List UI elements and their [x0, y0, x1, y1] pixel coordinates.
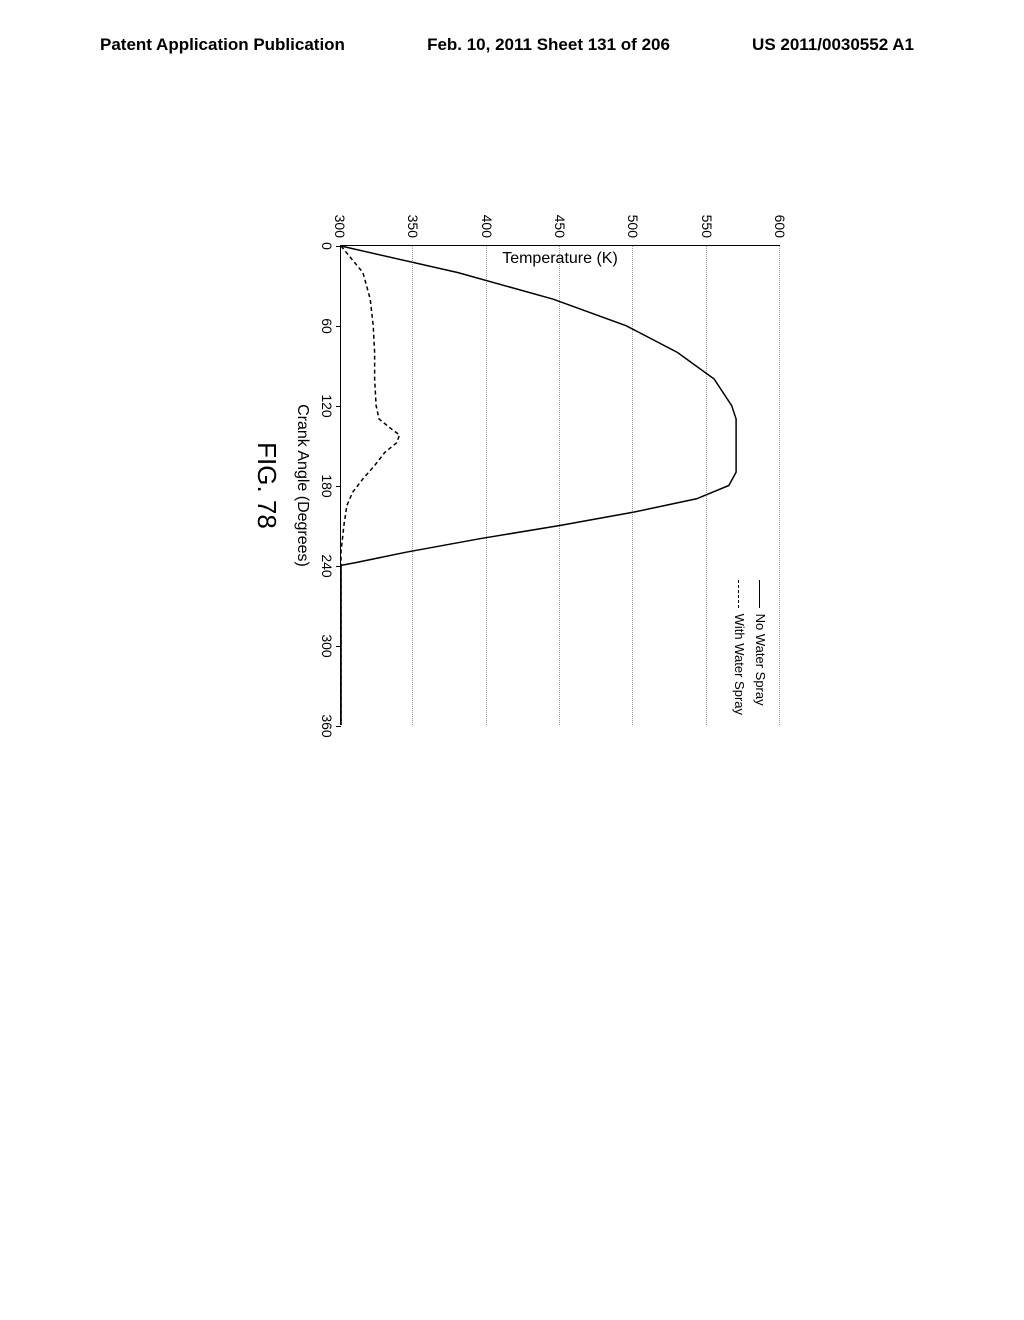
y-tick-label: 550: [699, 215, 715, 238]
x-tick-label: 60: [319, 318, 335, 334]
figure-label: FIG. 78: [251, 442, 282, 529]
x-tick-label: 240: [319, 554, 335, 577]
y-tick-label: 300: [332, 215, 348, 238]
x-axis-label: Crank Angle (Degrees): [293, 404, 311, 567]
y-tick-label: 350: [405, 215, 421, 238]
x-tick-label: 300: [319, 634, 335, 657]
legend-line-dashed-icon: [738, 580, 739, 608]
legend-label-dashed: With Water Spray: [728, 614, 749, 715]
x-tick-mark: [336, 726, 341, 727]
y-tick-label: 600: [772, 215, 788, 238]
legend-item-dashed: With Water Spray: [728, 580, 749, 715]
chart-legend: No Water Spray With Water Spray: [728, 580, 770, 715]
chart-curves: [341, 246, 780, 725]
y-axis-label: Temperature (K): [503, 250, 619, 268]
legend-label-solid: No Water Spray: [749, 614, 770, 706]
header-middle: Feb. 10, 2011 Sheet 131 of 206: [427, 35, 670, 55]
no-water-spray-curve: [341, 246, 736, 725]
y-tick-label: 500: [625, 215, 641, 238]
legend-item-solid: No Water Spray: [749, 580, 770, 715]
with-water-spray-curve: [341, 246, 400, 725]
x-tick-label: 0: [319, 242, 335, 250]
legend-line-solid-icon: [759, 580, 760, 608]
x-tick-label: 180: [319, 474, 335, 497]
chart-area: 300 350 400 450 500 550 600 0 60 120 180 240 300 360…: [240, 190, 800, 750]
x-tick-label: 360: [319, 714, 335, 737]
y-tick-label: 400: [479, 215, 495, 238]
header-right: US 2011/0030552 A1: [752, 35, 914, 55]
plot-area: 300350400450500550600 060120180240300360…: [340, 245, 780, 725]
patent-header: Patent Application Publication Feb. 10, …: [0, 35, 1024, 55]
x-tick-label: 120: [319, 394, 335, 417]
header-left: Patent Application Publication: [100, 35, 345, 55]
chart-container: 300 350 400 450 500 550 600 0 60 120 180 240 300 360…: [240, 190, 800, 750]
y-tick-label: 450: [552, 215, 568, 238]
